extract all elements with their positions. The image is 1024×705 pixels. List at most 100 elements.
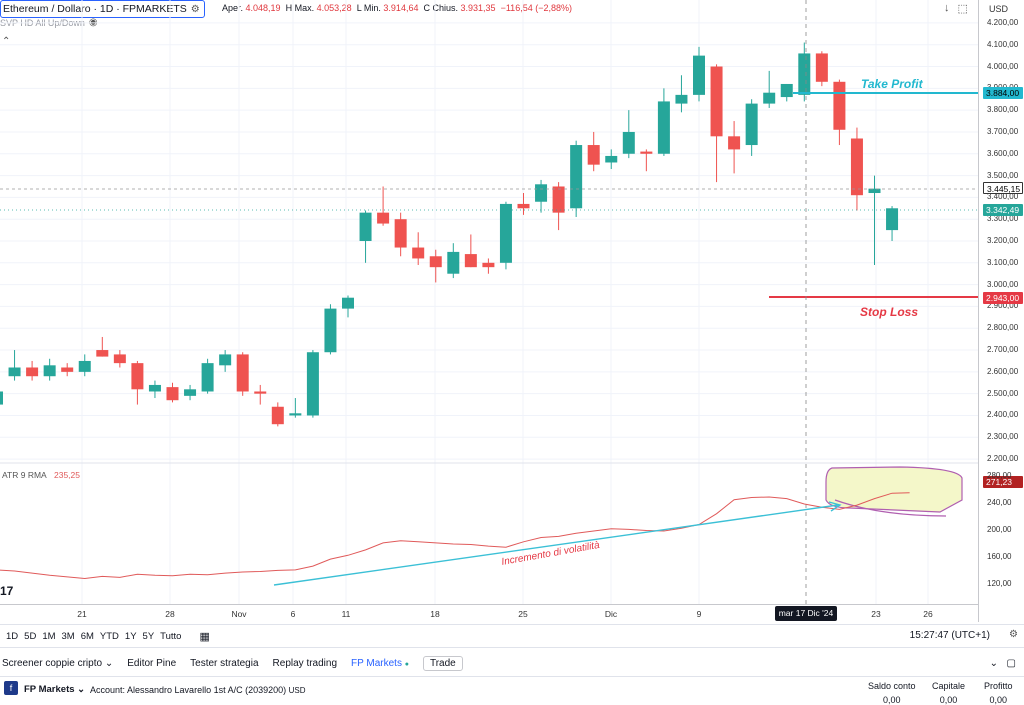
range-ytd[interactable]: YTD [99, 630, 119, 642]
candle-body [552, 186, 565, 213]
candle-body [850, 138, 863, 196]
maximize-icon[interactable]: ▢ [1006, 657, 1016, 669]
price-tick: 2.700,00 [987, 345, 1019, 354]
tab-screener[interactable]: Screener coppie cripto ⌄ [2, 657, 114, 669]
price-tick: 4.100,00 [987, 39, 1019, 49]
range-6m[interactable]: 6M [80, 630, 94, 642]
volatility-arrow [273, 504, 839, 586]
time-tick: 6 [290, 609, 296, 619]
candle-body [464, 254, 477, 268]
candle-body [745, 103, 758, 146]
change-value: −116,54 (−2,88%) [500, 3, 572, 13]
price-tick: 3.000,00 [987, 279, 1019, 289]
candle-body [587, 145, 600, 165]
candle-body [710, 66, 723, 137]
candle-body [219, 354, 232, 366]
settings-icon[interactable]: ⚙ [1009, 629, 1018, 640]
range-1d[interactable]: 1D [6, 630, 19, 642]
time-tick: 26 [923, 609, 933, 619]
tab-strategy-tester[interactable]: Tester strategia [190, 657, 259, 669]
stop-loss-label: Stop Loss [860, 305, 918, 319]
maximize-icon[interactable]: ⬚ [957, 3, 968, 15]
candle-body [728, 136, 741, 150]
equity-kpi: Capitale 0,00 [932, 681, 966, 705]
arrow-down-icon[interactable]: ↓ [944, 2, 950, 14]
status-dot-icon: ● [404, 660, 409, 668]
clock[interactable]: 15:27:47 (UTC+1) [909, 630, 990, 641]
price-tick: 3.100,00 [987, 257, 1019, 267]
candle-body [342, 297, 354, 309]
price-tick: 3.200,00 [987, 236, 1019, 245]
range-tutto[interactable]: Tutto [160, 630, 182, 642]
candle-body [868, 188, 881, 194]
take-profit-label: Take Profit [861, 77, 924, 91]
atr-tick: 200,00 [987, 525, 1012, 534]
settings-icon[interactable]: ⚙ [190, 3, 200, 15]
candle-body [675, 94, 688, 104]
candle-body [657, 101, 670, 154]
candle-body [815, 53, 828, 82]
candle-body [289, 413, 302, 416]
price-axis[interactable]: USD 4.200,004.100,004.000,003.900,003.80… [978, 0, 1024, 622]
collapse-chevron-icon[interactable]: ⌃ [2, 36, 11, 47]
price-tick: 3.500,00 [987, 170, 1019, 180]
range-1m[interactable]: 1M [42, 630, 56, 642]
broker-name[interactable]: FP Markets ⌄ [24, 684, 86, 695]
calendar-icon[interactable]: ▦ [199, 630, 210, 643]
atr-tick: 160,00 [987, 552, 1012, 561]
tradingview-logo-icon: 17 [0, 584, 14, 598]
candle-body [499, 203, 512, 263]
time-axis[interactable]: 21 28 Nov 6 11 18 25 Dic 9 23 26 mar 17 Dic '24 [0, 604, 978, 623]
range-5d[interactable]: 5D [24, 630, 37, 642]
atr-legend-value: 235,25 [54, 470, 80, 480]
ohlc-values: Aper. 4.048,19 H Max. 4.053,28 L Min. 3.… [222, 3, 572, 13]
candle-body [8, 367, 21, 377]
range-3m[interactable]: 3M [61, 630, 75, 642]
candle-body [96, 350, 109, 357]
candle-body [693, 55, 705, 95]
candle-body [412, 247, 425, 259]
chevron-down-icon: ⌄ [77, 684, 86, 695]
range-1y[interactable]: 1Y [124, 630, 137, 642]
candles [0, 42, 899, 427]
atr-legend-name[interactable]: ATR 9 RMA [2, 470, 47, 480]
candle-body [166, 387, 179, 401]
symbol-selector[interactable]: Ethereum / Dollaro · 1D · FPMARKETS ⚙ [0, 0, 205, 18]
range-5y[interactable]: 5Y [142, 630, 155, 642]
candle-body [886, 208, 899, 231]
atr-tick: 120,00 [987, 579, 1012, 588]
candle-body [0, 391, 3, 405]
price-tick: 4.200,00 [987, 18, 1019, 27]
tp-price-label: 3.884,00 [983, 87, 1023, 99]
candle-body [377, 212, 390, 224]
candle-body [429, 256, 442, 268]
sl-price-label: 2.943,00 [983, 292, 1023, 304]
candle-body [570, 145, 583, 209]
price-tick: 3.400,00 [987, 192, 1019, 202]
tab-trade[interactable]: Trade [422, 655, 463, 671]
candle-body [833, 81, 846, 130]
candle-body [359, 212, 372, 241]
candle-body [131, 363, 144, 390]
tab-pine-editor[interactable]: Editor Pine [127, 657, 177, 669]
crosshair-date-label: mar 17 Dic '24 [775, 606, 837, 621]
price-tick: 2.300,00 [987, 432, 1019, 442]
price-tick: 3.700,00 [987, 127, 1019, 136]
candle-body [201, 363, 214, 392]
candle-body [517, 203, 530, 209]
atr-tick: 280,00 [987, 471, 1012, 480]
tab-fp-markets[interactable]: FP Markets ● [351, 657, 409, 669]
candle-body [306, 352, 319, 416]
minimize-icon[interactable]: ⌄ [989, 657, 998, 669]
arrow-head-icon [828, 501, 842, 512]
time-tick: 18 [430, 609, 440, 619]
price-tick: 3.800,00 [987, 105, 1019, 115]
time-tick: Dic [604, 609, 618, 619]
tab-replay[interactable]: Replay trading [272, 657, 338, 669]
price-tick: 2.400,00 [987, 410, 1019, 420]
account-info: Account: Alessandro Lavarello 1st A/C (2… [90, 685, 306, 695]
candle-body [26, 367, 39, 377]
price-tick: 2.900,00 [987, 301, 1019, 311]
price-chart[interactable]: Take Profit Stop Loss ATR 9 RMA 235,25 I… [0, 0, 978, 604]
candle-body [447, 251, 460, 274]
